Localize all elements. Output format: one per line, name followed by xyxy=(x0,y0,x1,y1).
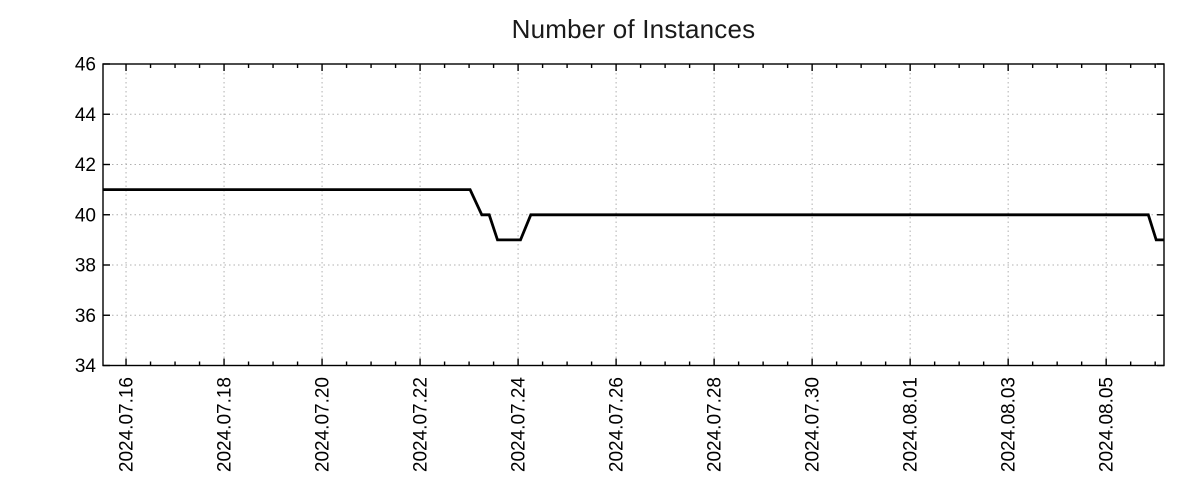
axis-ticks xyxy=(103,63,1164,367)
y-tick-label: 38 xyxy=(75,256,96,277)
y-tick-label: 36 xyxy=(75,306,96,327)
y-tick-label: 46 xyxy=(75,55,96,76)
y-tick-label: 34 xyxy=(75,356,97,377)
x-tick-label: 2024.08.01 xyxy=(901,377,922,472)
grid-lines xyxy=(103,64,1164,366)
y-tick-label: 42 xyxy=(75,155,96,176)
y-tick-label: 44 xyxy=(75,105,97,126)
y-tick-label: 40 xyxy=(75,205,96,226)
x-tick-label: 2024.07.28 xyxy=(705,377,726,472)
x-tick-label: 2024.07.22 xyxy=(411,377,432,472)
y-axis-labels: 34 36 38 40 42 44 46 xyxy=(75,55,97,378)
data-series xyxy=(103,188,1164,242)
x-tick-label: 2024.08.05 xyxy=(1097,377,1118,472)
data-line-instances xyxy=(103,188,1164,242)
chart-title: Number of Instances xyxy=(511,14,756,44)
x-tick-label: 2024.07.18 xyxy=(215,377,236,472)
x-axis-labels: 2024.07.16 2024.07.18 2024.07.20 2024.07.22… xyxy=(117,377,1118,473)
x-tick-label: 2024.07.26 xyxy=(607,377,628,472)
x-tick-label: 2024.07.24 xyxy=(509,377,530,473)
x-tick-label: 2024.07.30 xyxy=(803,377,824,472)
x-tick-label: 2024.07.16 xyxy=(117,377,138,472)
x-tick-label: 2024.08.03 xyxy=(999,377,1020,472)
x-tick-label: 2024.07.20 xyxy=(313,377,334,472)
